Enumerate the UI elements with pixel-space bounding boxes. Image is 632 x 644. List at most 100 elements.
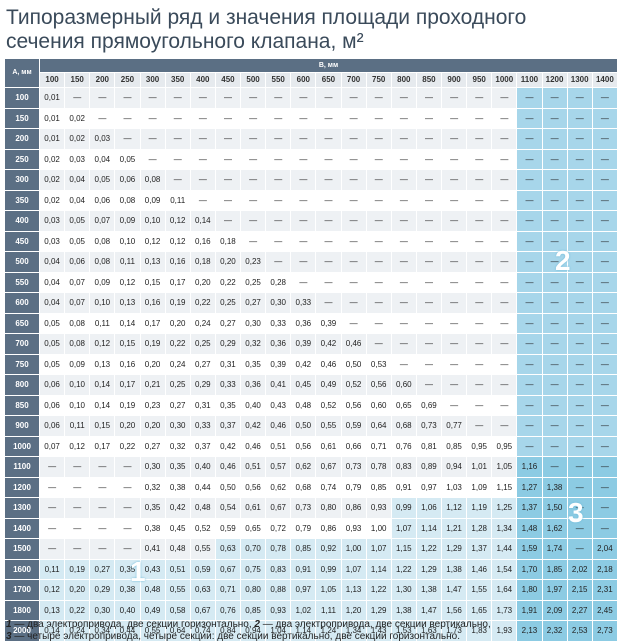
- table-cell: 0,13: [139, 251, 166, 273]
- table-cell: 0,20: [64, 579, 91, 601]
- table-cell: 0,22: [214, 271, 242, 293]
- table-cell: —: [390, 292, 417, 314]
- table-cell: —: [239, 189, 267, 211]
- table-cell: 0,51: [164, 558, 191, 580]
- table-cell: 0,50: [214, 476, 242, 498]
- row-header: 1600: [4, 558, 40, 580]
- row-header: 400: [4, 210, 40, 232]
- table-cell: 0,99: [315, 558, 342, 580]
- table-cell: 1,47: [440, 579, 468, 601]
- table-cell: —: [415, 333, 443, 355]
- table-cell: —: [591, 476, 619, 498]
- table-cell: 0,02: [38, 148, 66, 170]
- table-cell: 0,52: [340, 374, 367, 396]
- table-cell: 0,09: [114, 210, 141, 232]
- table-cell: 1,07: [340, 558, 367, 580]
- table-cell: —: [315, 230, 342, 252]
- table-cell: —: [164, 169, 191, 191]
- table-cell: —: [466, 353, 493, 375]
- table-cell: —: [89, 517, 116, 539]
- table-cell: —: [290, 169, 317, 191]
- table-cell: 0,94: [440, 456, 468, 478]
- table-row: 1800 0,13 0,22 0,30 0,40 0,49 0,58 0,67 0,76 0,85…: [4, 599, 619, 621]
- row-header: 1100: [4, 456, 40, 478]
- table-cell: 0,22: [164, 333, 191, 355]
- table-cell: 0,24: [64, 620, 91, 642]
- table-cell: 2,53: [566, 620, 593, 642]
- table-cell: 1,91: [516, 599, 543, 621]
- table-cell: —: [440, 292, 468, 314]
- table-cell: —: [491, 292, 518, 314]
- table-cell: —: [315, 107, 342, 129]
- table-cell: 1,27: [516, 476, 543, 498]
- table-cell: 0,42: [164, 497, 191, 519]
- legend-note-2: 3 — четыре электропривода, четыре секции…: [6, 631, 460, 642]
- table-cell: —: [566, 456, 593, 478]
- table-cell: 1,38: [415, 579, 443, 601]
- table-cell: —: [315, 87, 342, 109]
- table-cell: —: [365, 251, 392, 273]
- table-cell: —: [440, 394, 468, 416]
- table-cell: —: [466, 128, 493, 150]
- table-cell: 0,30: [89, 599, 116, 621]
- table-cell: 0,36: [239, 374, 267, 396]
- table-cell: 0,59: [189, 558, 216, 580]
- table-cell: 0,27: [139, 435, 166, 457]
- column-header: 450: [214, 72, 242, 88]
- table-cell: —: [491, 148, 518, 170]
- table-cell: 0,08: [89, 251, 116, 273]
- table-cell: —: [340, 128, 367, 150]
- table-cell: 0,20: [164, 312, 191, 334]
- table-cell: 1,46: [466, 558, 493, 580]
- table-cell: 0,12: [164, 230, 191, 252]
- table-cell: 1,20: [340, 599, 367, 621]
- table-cell: —: [591, 128, 619, 150]
- table-cell: 0,02: [38, 169, 66, 191]
- table-cell: —: [340, 312, 367, 334]
- table-cell: 0,67: [189, 599, 216, 621]
- table-cell: —: [591, 230, 619, 252]
- table-cell: —: [566, 128, 593, 150]
- table-cell: —: [365, 210, 392, 232]
- table-cell: —: [315, 169, 342, 191]
- table-cell: —: [566, 333, 593, 355]
- table-cell: 0,55: [139, 620, 166, 642]
- table-cell: —: [390, 271, 417, 293]
- row-header: 1400: [4, 517, 40, 539]
- table-cell: —: [390, 189, 417, 211]
- table-cell: —: [566, 394, 593, 416]
- table-cell: 1,14: [365, 558, 392, 580]
- table-cell: —: [440, 128, 468, 150]
- table-cell: 1,00: [340, 538, 367, 560]
- table-cell: —: [390, 312, 417, 334]
- table-cell: 0,62: [290, 456, 317, 478]
- row-header: 150: [4, 107, 40, 129]
- table-cell: 0,71: [214, 579, 242, 601]
- table-cell: 0,32: [239, 333, 267, 355]
- row-header: 500: [4, 251, 40, 273]
- table-cell: —: [290, 107, 317, 129]
- table-cell: 0,64: [365, 415, 392, 437]
- table-cell: —: [315, 251, 342, 273]
- table-cell: —: [566, 210, 593, 232]
- column-header: 650: [315, 72, 342, 88]
- table-cell: 0,48: [164, 538, 191, 560]
- table-cell: —: [415, 107, 443, 129]
- table-cell: 0,22: [64, 599, 91, 621]
- table-cell: 0,30: [239, 312, 267, 334]
- table-cell: 0,21: [139, 374, 166, 396]
- table-cell: 1,21: [440, 517, 468, 539]
- table-cell: —: [340, 107, 367, 129]
- table-cell: 1,97: [541, 579, 568, 601]
- table-cell: 0,18: [189, 251, 216, 273]
- table-cell: —: [491, 374, 518, 396]
- table-cell: 0,05: [38, 312, 66, 334]
- table-cell: 1,19: [466, 497, 493, 519]
- table-cell: —: [415, 312, 443, 334]
- table-cell: —: [466, 230, 493, 252]
- table-cell: —: [541, 456, 568, 478]
- table-cell: —: [239, 230, 267, 252]
- table-cell: —: [466, 87, 493, 109]
- table-cell: —: [566, 374, 593, 396]
- table-cell: 0,35: [239, 353, 267, 375]
